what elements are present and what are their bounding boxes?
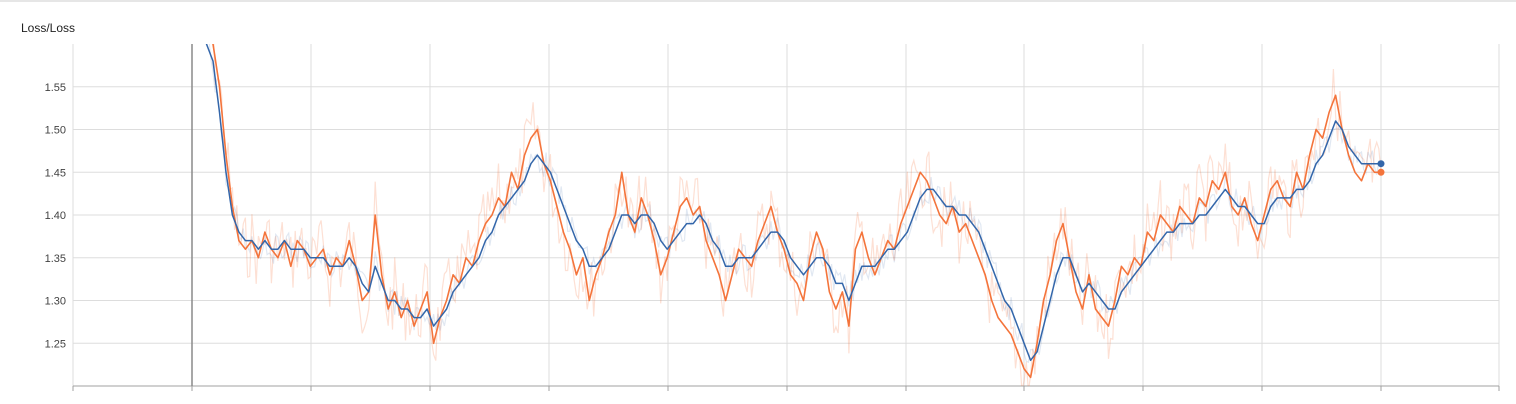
series-raw-line bbox=[205, 44, 1382, 364]
y-tick-label: 1.55 bbox=[45, 82, 66, 94]
series-line bbox=[205, 44, 1381, 362]
y-tick-label: 1.40 bbox=[45, 210, 66, 222]
y-tick-label: 1.25 bbox=[45, 338, 66, 350]
series-raw-line bbox=[213, 44, 1382, 386]
y-tick-label: 1.30 bbox=[45, 296, 66, 308]
chart-title: Loss/Loss bbox=[21, 21, 76, 35]
y-tick-label: 1.35 bbox=[45, 253, 66, 265]
y-tick-label: 1.45 bbox=[45, 167, 66, 179]
series-line bbox=[211, 44, 1381, 379]
series-group bbox=[205, 44, 1382, 386]
series-end-point bbox=[1377, 160, 1385, 168]
y-tick-label: 1.50 bbox=[45, 125, 66, 137]
series-end-point bbox=[1377, 168, 1385, 176]
